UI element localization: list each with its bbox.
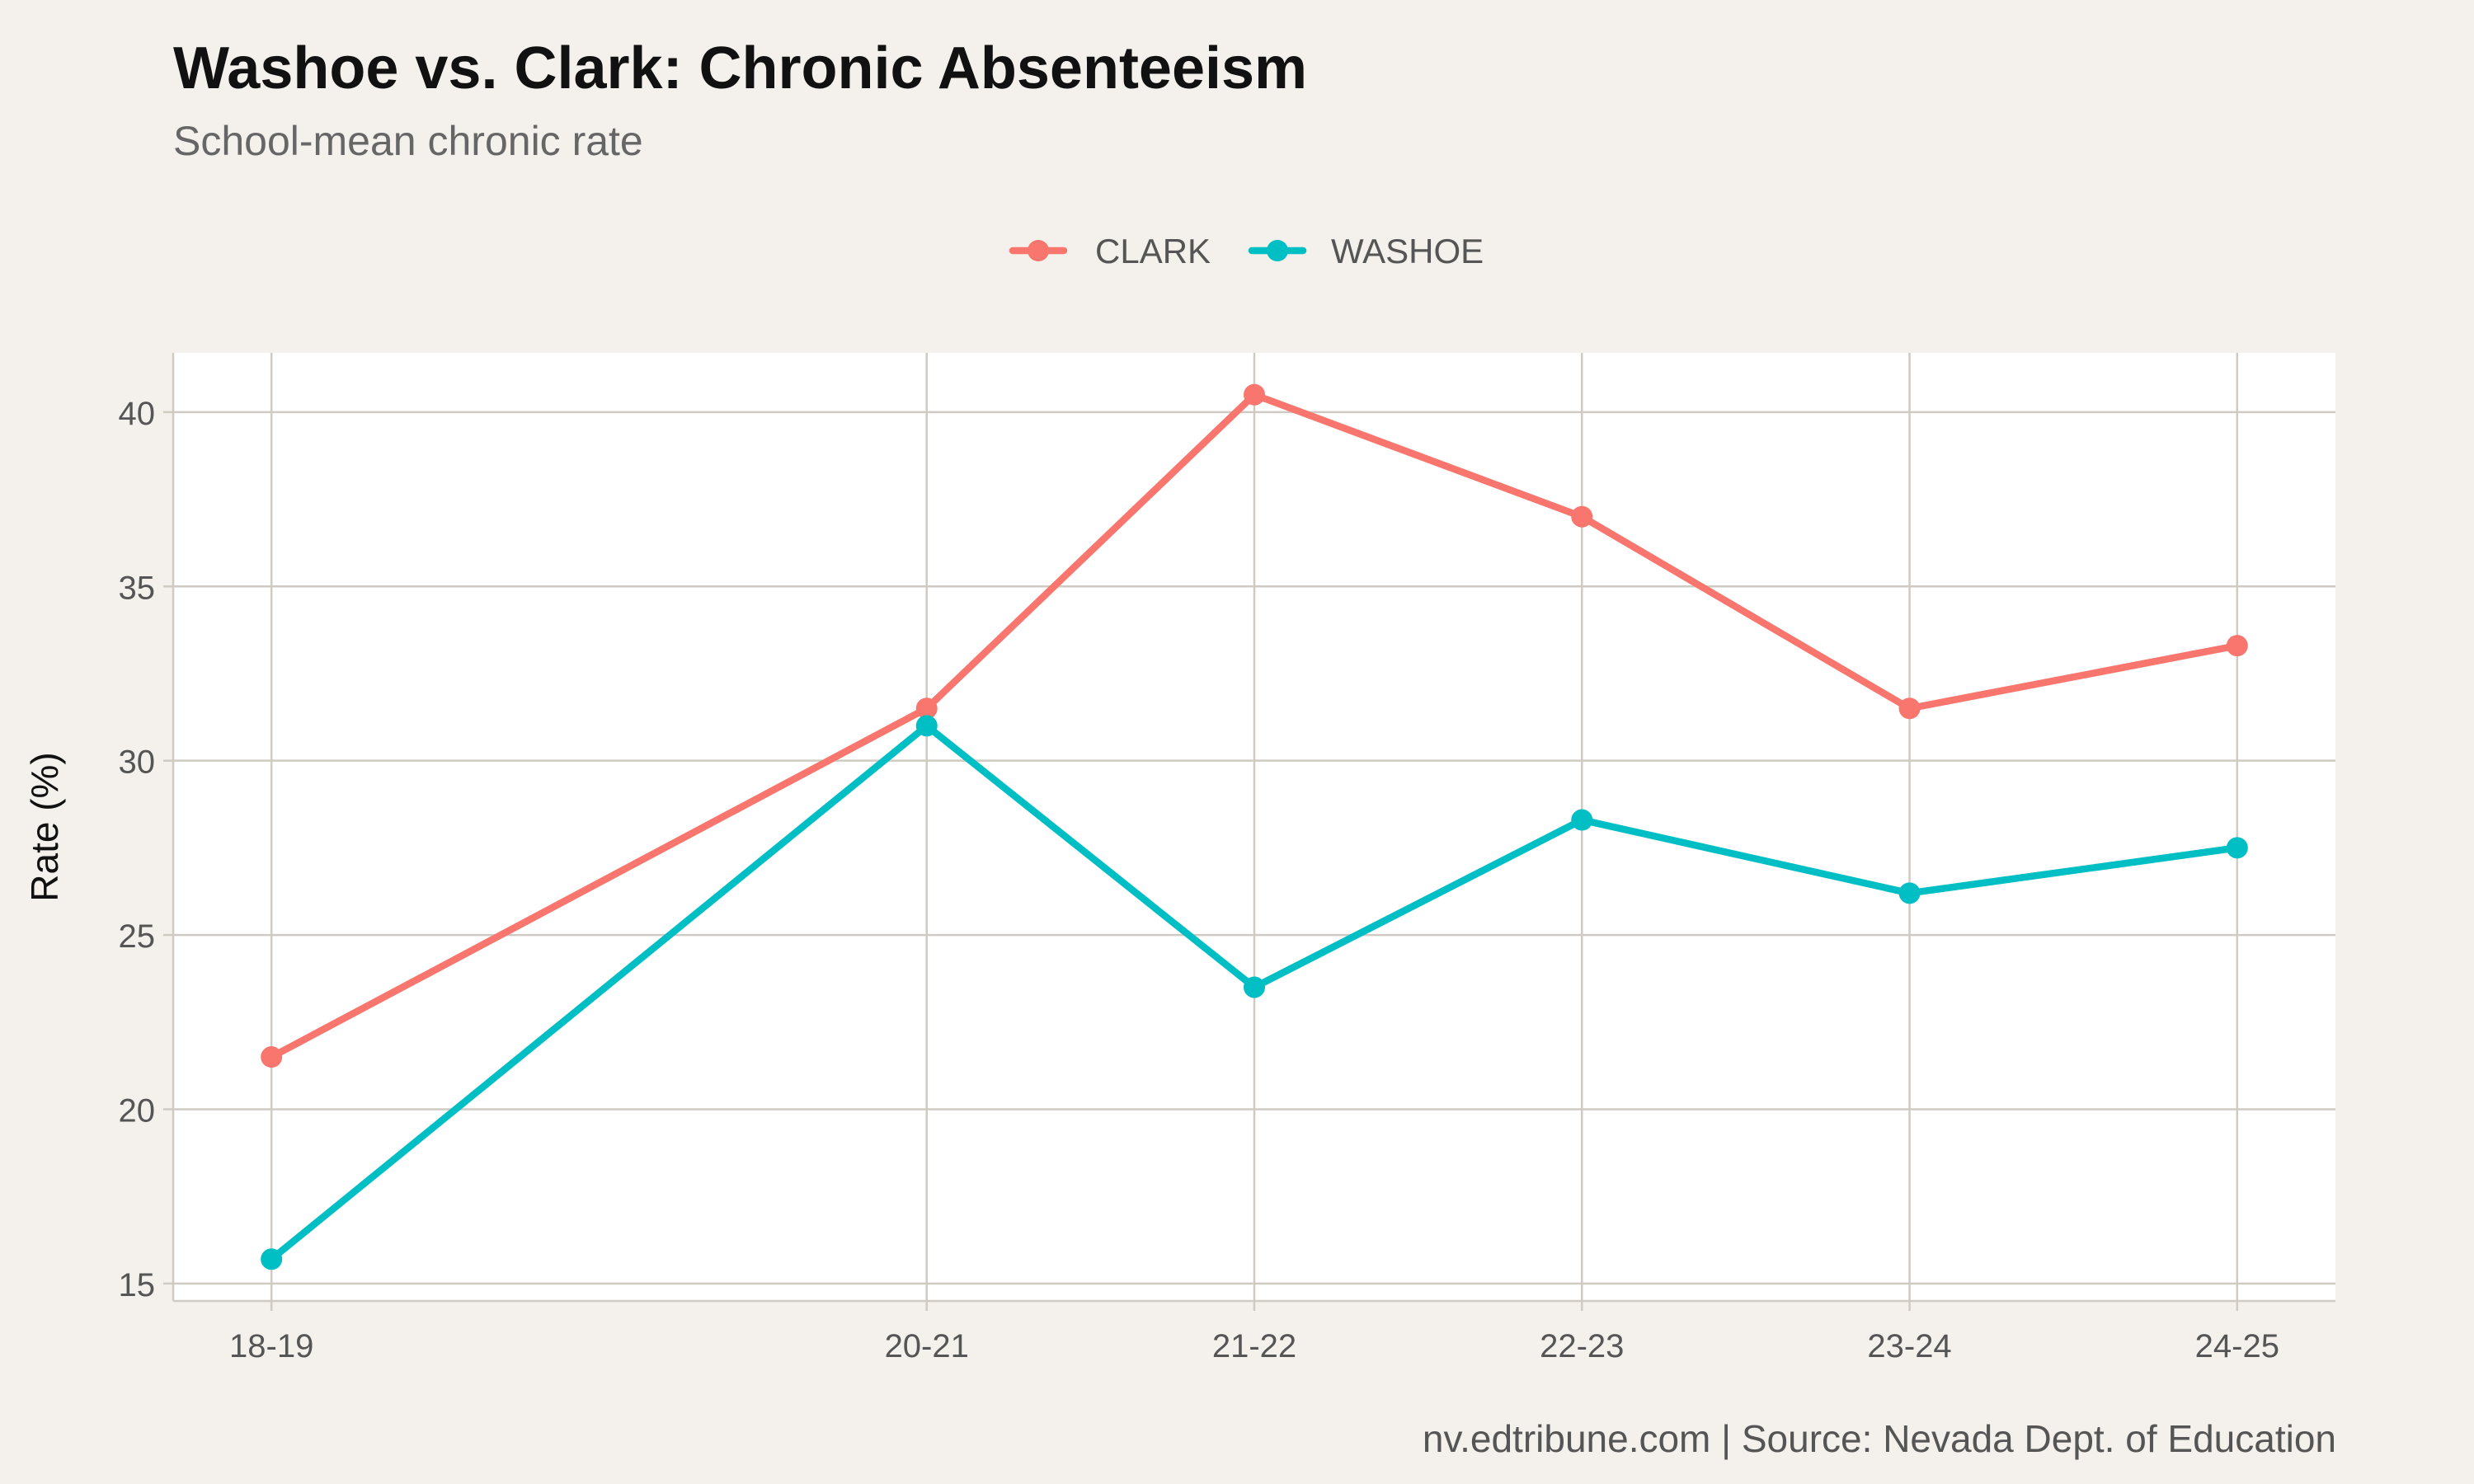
data-point-washoe bbox=[1898, 882, 1921, 904]
data-point-clark bbox=[1898, 697, 1921, 720]
data-point-washoe bbox=[1571, 809, 1593, 831]
legend: CLARK WASHOE bbox=[1009, 232, 1484, 270]
data-point-clark bbox=[1244, 383, 1265, 406]
x-tick-label: 23-24 bbox=[1867, 1328, 1951, 1364]
data-point-washoe bbox=[2226, 837, 2248, 859]
data-point-washoe bbox=[1244, 976, 1265, 998]
y-tick-label: 40 bbox=[119, 396, 156, 432]
y-tick-label: 35 bbox=[119, 570, 156, 606]
y-tick-label: 20 bbox=[119, 1092, 156, 1129]
data-point-clark bbox=[261, 1046, 283, 1068]
legend-marker-washoe bbox=[1267, 240, 1288, 261]
y-tick-label: 30 bbox=[119, 744, 156, 781]
y-tick-label: 15 bbox=[119, 1267, 156, 1303]
x-tick-label: 24-25 bbox=[2195, 1328, 2279, 1364]
legend-label-washoe: WASHOE bbox=[1331, 232, 1484, 270]
y-axis-label: Rate (%) bbox=[23, 752, 66, 901]
grid bbox=[173, 353, 2335, 1301]
data-point-clark bbox=[1571, 505, 1593, 528]
chart-title: Washoe vs. Clark: Chronic Absenteeism bbox=[173, 35, 1308, 101]
chart-caption: nv.edtribune.com | Source: Nevada Dept. … bbox=[1422, 1417, 2336, 1460]
data-point-clark bbox=[2226, 635, 2248, 657]
chart-subtitle: School-mean chronic rate bbox=[173, 118, 643, 164]
data-point-clark bbox=[915, 697, 938, 720]
data-point-washoe bbox=[261, 1248, 283, 1270]
x-tick-label: 21-22 bbox=[1212, 1328, 1296, 1364]
legend-label-clark: CLARK bbox=[1095, 232, 1211, 270]
x-tick-label: 20-21 bbox=[885, 1328, 969, 1364]
series-layer bbox=[261, 383, 2248, 1270]
legend-marker-clark bbox=[1028, 240, 1049, 261]
series-line-washoe bbox=[267, 722, 2241, 1263]
axes: 15 20 25 30 35 40 18-19 20-21 21-22 22-23 23-24 24-… bbox=[119, 353, 2335, 1364]
series-line-clark bbox=[267, 391, 2241, 1061]
data-point-washoe bbox=[915, 715, 938, 737]
x-tick-label: 18-19 bbox=[229, 1328, 313, 1364]
x-tick-label: 22-23 bbox=[1540, 1328, 1624, 1364]
y-tick-label: 25 bbox=[119, 918, 156, 955]
